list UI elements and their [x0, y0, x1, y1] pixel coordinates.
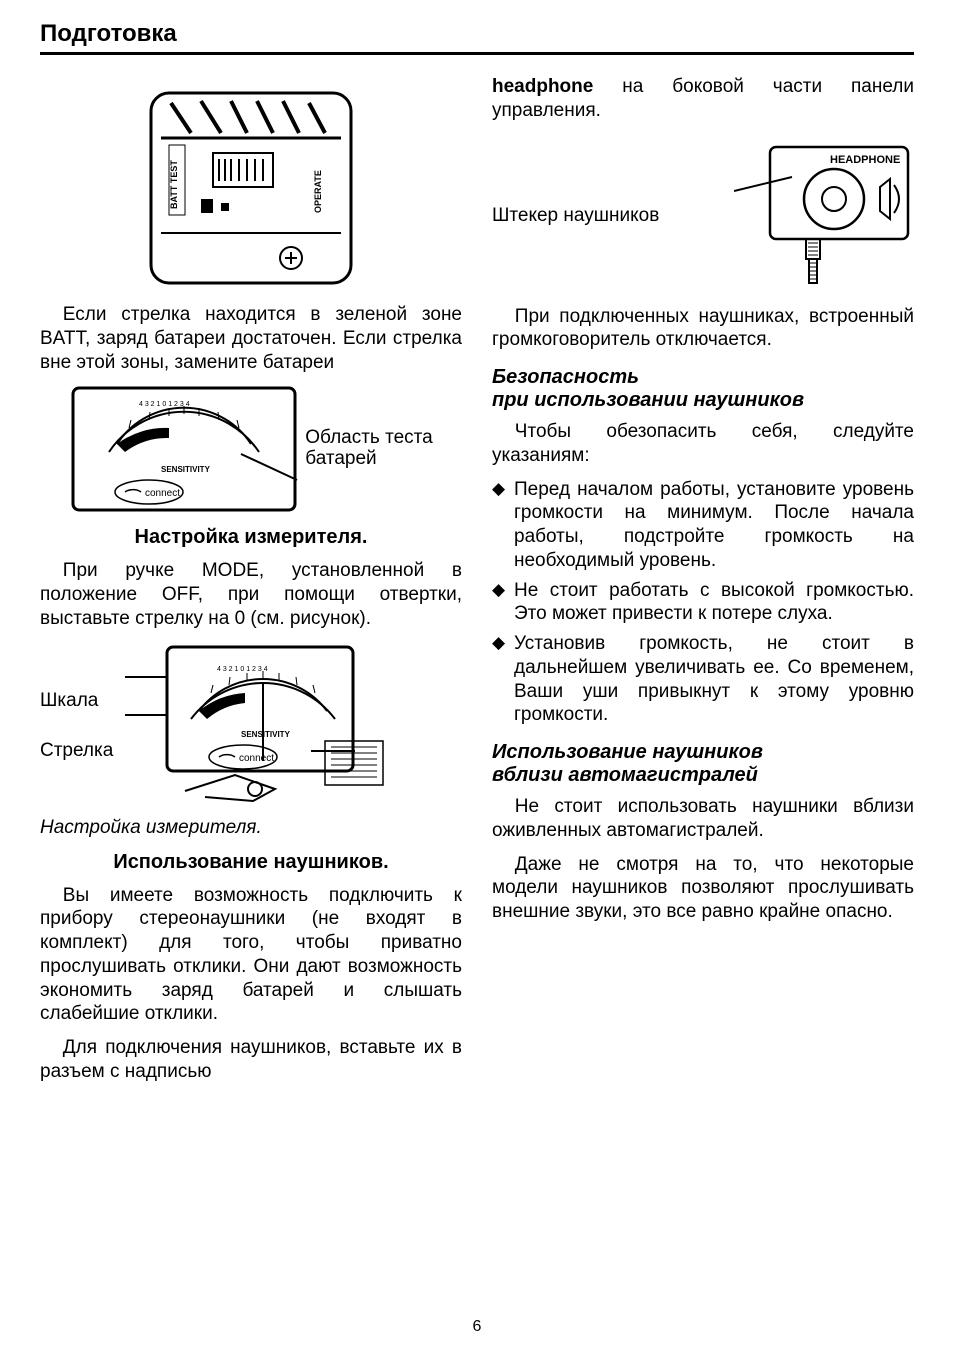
bullet-text: Перед началом работы, установите уровень…	[514, 478, 914, 573]
page-number: 6	[0, 1318, 954, 1336]
svg-text:SENSITIVITY: SENSITIVITY	[241, 730, 291, 739]
headphone-jack-svg: HEADPHONE	[734, 141, 914, 291]
meter-figure-row: 4 3 2 1 0 1 2 3 4 SENSITIVITY connect Об…	[40, 384, 462, 514]
meter-svg-2: 4 3 2 1 0 1 2 3 4 SENSITIVITY connect	[125, 641, 395, 811]
meter-area-label: Область теста батарей	[305, 428, 432, 470]
batt-paragraph: Если стрелка находится в зеленой зоне BA…	[40, 303, 462, 374]
speaker-off-paragraph: При подключенных наушниках, встроенный г…	[492, 305, 914, 353]
diamond-icon: ◆	[492, 579, 514, 627]
safety-intro: Чтобы обезопасить себя, следуйте указани…	[492, 420, 914, 468]
diamond-icon: ◆	[492, 478, 514, 573]
meter-figure-3-row: Шкала Стрелка 4 3 2 1 0 1 2 3 4	[40, 641, 462, 811]
safety-heading: Безопасность при использовании наушников	[492, 366, 914, 412]
road-heading: Использование наушников вблизи автомагис…	[492, 741, 914, 787]
headphone-figure-row: Штекер наушников HEADPHONE	[492, 141, 914, 291]
bullet-text: Не стоит работать с высокой громкостью. …	[514, 579, 914, 627]
svg-text:4 3 2 1 0 1 2 3 4: 4 3 2 1 0 1 2 3 4	[217, 666, 268, 673]
subhead-tune: Настройка измерителя.	[40, 526, 462, 549]
road-heading-l1: Использование наушников	[492, 741, 763, 763]
label-strelka: Стрелка	[40, 740, 113, 762]
safety-heading-l1: Безопасность	[492, 366, 639, 388]
meter-area-label-l2: батарей	[305, 448, 376, 469]
svg-text:connect: connect	[239, 753, 274, 764]
road-heading-l2: вблизи автомагистралей	[492, 764, 758, 786]
subhead-headphones: Использование наушников.	[40, 851, 462, 874]
svg-text:BATT TEST: BATT TEST	[169, 160, 179, 209]
top-continuation: headphone на боковой части панели управл…	[492, 75, 914, 123]
svg-text:SENSITIVITY: SENSITIVITY	[161, 465, 211, 474]
diamond-icon: ◆	[492, 632, 514, 727]
label-shkala: Шкала	[40, 690, 113, 712]
bullet-item: ◆ Установив громкость, не стоит в дальне…	[492, 632, 914, 727]
bullet-item: ◆ Перед началом работы, установите урове…	[492, 478, 914, 573]
headphone-word: headphone	[492, 76, 593, 97]
meter-side-labels: Шкала Стрелка	[40, 690, 113, 762]
page-title: Подготовка	[40, 20, 914, 55]
battery-compartment-svg: BATT TEST OPERATE	[121, 83, 381, 293]
safety-bullets: ◆ Перед началом работы, установите урове…	[492, 478, 914, 728]
svg-text:HEADPHONE: HEADPHONE	[830, 154, 900, 166]
battery-compartment-figure: BATT TEST OPERATE	[40, 83, 462, 293]
right-column: headphone на боковой части панели управл…	[492, 75, 914, 1094]
meter-area-label-l1: Область теста	[305, 427, 432, 448]
svg-text:connect: connect	[145, 488, 180, 499]
caption-tune: Настройка измерителя.	[40, 817, 462, 839]
safety-heading-l2: при использовании наушников	[492, 389, 804, 411]
tune-paragraph: При ручке MODE, установленной в положени…	[40, 559, 462, 630]
road-paragraph-2: Даже не смотря на то, что некоторые моде…	[492, 853, 914, 924]
hp-paragraph-1: Вы имеете возможность подключить к прибо…	[40, 884, 462, 1027]
jack-label: Штекер наушников	[492, 205, 720, 227]
svg-text:4 3 2 1 0 1 2 3 4: 4 3 2 1 0 1 2 3 4	[139, 401, 190, 408]
svg-text:OPERATE: OPERATE	[313, 170, 323, 213]
road-paragraph-1: Не стоит использовать наушники вблизи ож…	[492, 795, 914, 843]
left-column: BATT TEST OPERATE	[40, 75, 462, 1094]
two-column-layout: BATT TEST OPERATE	[40, 75, 914, 1094]
bullet-text: Установив громкость, не стоит в дальнейш…	[514, 632, 914, 727]
bullet-item: ◆ Не стоит работать с высокой громкостью…	[492, 579, 914, 627]
hp-paragraph-2: Для подключения наушников, вставьте их в…	[40, 1036, 462, 1084]
meter-svg-1: 4 3 2 1 0 1 2 3 4 SENSITIVITY connect	[69, 384, 299, 514]
